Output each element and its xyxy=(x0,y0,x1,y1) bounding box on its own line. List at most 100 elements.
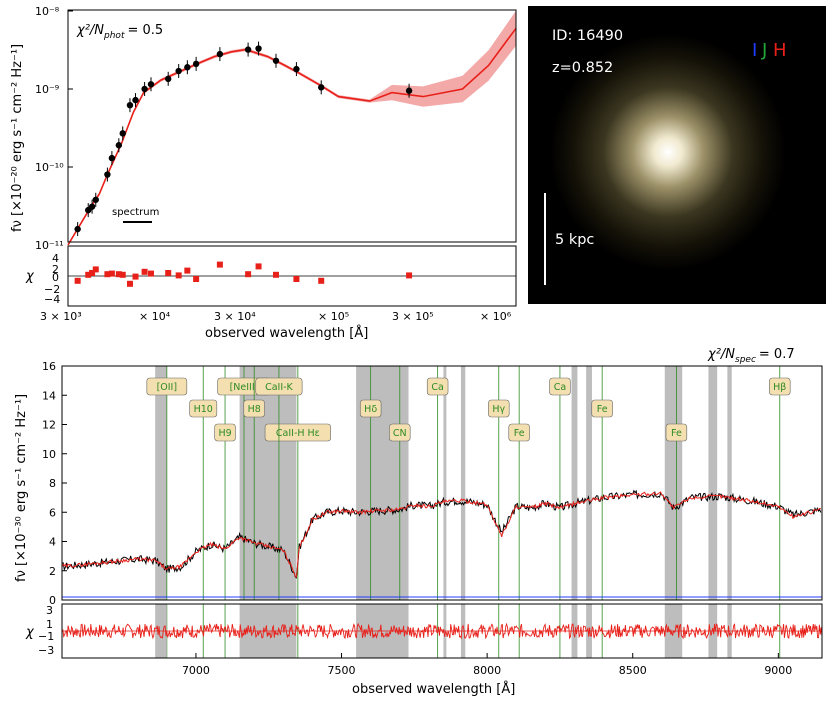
spectral-line-label: CN xyxy=(393,428,407,439)
model-spectrum xyxy=(61,491,821,578)
spec-x-axis: 7000 7500 8000 8500 9000 xyxy=(182,653,792,677)
sed-point xyxy=(405,87,413,94)
sed-resid-tick: −2 xyxy=(44,283,60,296)
sed-point xyxy=(255,45,262,52)
spec-chi2-value: = 0.7 xyxy=(759,347,795,362)
spectral-line-box xyxy=(488,399,510,418)
sed-point xyxy=(244,46,252,53)
spec-axes-frame xyxy=(61,365,823,601)
sed-residual-point xyxy=(175,272,182,279)
sed-point xyxy=(92,196,99,203)
sed-axes-frame xyxy=(67,9,517,243)
spec-resid-tick: 3 xyxy=(46,604,53,617)
spec-xtick: 8000 xyxy=(473,664,501,677)
sed-point xyxy=(192,60,200,68)
sed-point xyxy=(147,81,155,88)
sed-residual-point xyxy=(184,267,191,274)
spectral-line-label: H8 xyxy=(248,404,261,415)
sed-chi2-text: χ²/N xyxy=(76,23,104,38)
spectral-line-box xyxy=(665,423,688,442)
sed-xtick: × 10⁶ xyxy=(480,310,512,323)
spec-resid-y-label: χ xyxy=(25,625,35,640)
spectral-line-label: Hγ xyxy=(492,404,505,415)
spec-ytick: 14 xyxy=(42,389,56,402)
band-i: I xyxy=(752,40,757,61)
sed-point xyxy=(115,142,123,149)
spec-ytick: 0 xyxy=(49,594,56,607)
spectral-line-label: Fe xyxy=(597,404,608,415)
spectral-line-label: Hδ xyxy=(364,404,377,415)
spectral-line-box xyxy=(264,423,331,442)
masked-region xyxy=(571,366,578,600)
spectral-line-box xyxy=(508,423,530,442)
spec-y-label: fν [×10⁻³⁰ erg s⁻¹ cm⁻² Hz⁻¹] xyxy=(14,394,29,582)
sed-point xyxy=(216,50,224,58)
sed-point xyxy=(119,130,126,137)
spec-chi2-sub: spec xyxy=(735,355,756,365)
masked-region xyxy=(708,366,718,600)
sed-point xyxy=(88,203,96,210)
band-h: H xyxy=(773,40,787,61)
sed-resid-y-label: χ xyxy=(25,269,35,284)
sed-point xyxy=(175,67,182,75)
sed-residual-point xyxy=(108,270,115,277)
sed-residual-point xyxy=(245,271,252,278)
sed-ytick: 10⁻⁸ xyxy=(35,5,60,18)
spectral-line-box xyxy=(426,377,449,396)
sed-xtick: 3 × 10³ xyxy=(40,310,82,323)
spec-ytick: 8 xyxy=(49,477,56,490)
sed-residual-point xyxy=(115,271,122,278)
sed-residual-point xyxy=(193,276,200,282)
spec-y-axis: 0 2 4 6 8 10 12 14 16 xyxy=(42,360,67,607)
spec-chi2-text: χ²/N xyxy=(707,347,735,362)
spectral-line-label: Hβ xyxy=(773,382,786,393)
sed-resid-tick: 0 xyxy=(52,271,59,284)
sed-ytick: 10⁻¹¹ xyxy=(35,239,64,252)
spectral-line-box xyxy=(255,377,303,396)
sed-ytick: 10⁻¹⁰ xyxy=(35,161,64,174)
spectral-line-label: [OII] xyxy=(157,382,178,393)
spec-residual-y-axis: 3 1 −1 −3 xyxy=(38,604,54,657)
sed-panel: spectrum χ²/Nphot = 0.5 10⁻⁸ 10⁻⁹ 10⁻¹⁰ 1… xyxy=(10,5,517,341)
spec-resid-tick: −3 xyxy=(38,644,54,657)
sed-residual-point xyxy=(216,261,223,268)
spectral-line-box xyxy=(389,423,411,442)
spectral-line-box xyxy=(549,377,571,396)
sed-chi2-value: = 0.5 xyxy=(127,23,163,38)
sed-photometry-points xyxy=(74,41,413,237)
sed-point xyxy=(108,154,116,162)
sed-residual-point xyxy=(406,272,413,279)
sed-residual-point xyxy=(119,271,126,278)
sed-point xyxy=(132,96,139,104)
masked-region xyxy=(460,366,466,600)
sed-resid-tick: 2 xyxy=(52,263,59,276)
spectral-line-label: Ca xyxy=(554,382,566,393)
spec-resid-tick: 1 xyxy=(46,618,53,631)
spec-ytick: 12 xyxy=(42,419,56,432)
spec-residual-frame xyxy=(61,603,823,659)
sed-point xyxy=(165,75,172,83)
spectrum-label: spectrum xyxy=(112,207,159,218)
spec-xtick: 7000 xyxy=(182,664,210,677)
sed-residual-points xyxy=(74,261,413,287)
sed-residual-point xyxy=(255,263,262,270)
sed-y-label: fν [×10⁻²⁰ erg s⁻¹ cm⁻² Hz⁻¹] xyxy=(10,44,25,232)
spec-chi2-label: χ²/Nspec = 0.7 xyxy=(707,347,795,365)
sed-residual-point xyxy=(272,271,279,278)
sed-ytick: 10⁻⁹ xyxy=(35,83,59,96)
sed-x-axis: 3 × 10³ × 10⁴ 3 × 10⁴ × 10⁵ 3 × 10⁵ × 10… xyxy=(40,310,512,323)
spec-ytick: 6 xyxy=(49,506,56,519)
sed-xtick: × 10⁴ xyxy=(139,310,171,323)
spectral-line-box xyxy=(189,399,218,418)
masked-region xyxy=(664,366,683,600)
spec-ytick: 2 xyxy=(49,565,56,578)
sed-xtick: × 10⁵ xyxy=(318,310,349,323)
masked-region xyxy=(443,366,447,600)
spectral-line-label: Fe xyxy=(671,428,682,439)
redshift: z=0.852 xyxy=(552,60,613,76)
spec-x-label: observed wavelength [Å] xyxy=(352,681,515,697)
sed-residual-point xyxy=(318,277,325,284)
spectrum-panel: χ²/Nspec = 0.7 [OII] H10 H9 [NeIII] H8 CaII-H … xyxy=(14,347,823,697)
masked-region xyxy=(155,366,167,600)
